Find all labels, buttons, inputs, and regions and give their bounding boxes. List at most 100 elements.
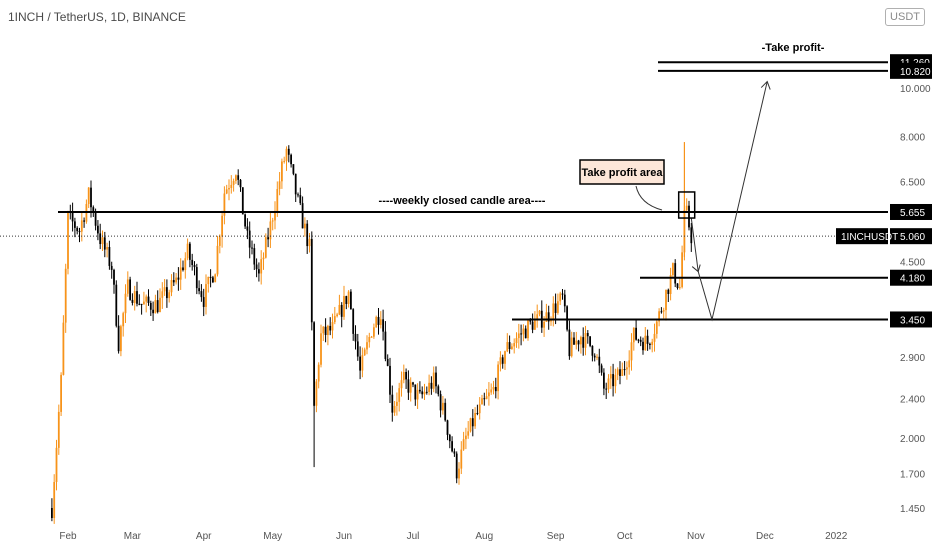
symbol-tag-bg bbox=[836, 228, 888, 245]
candle-body bbox=[136, 291, 138, 304]
candle-body bbox=[207, 276, 210, 285]
candle-body bbox=[435, 372, 437, 387]
candle-body bbox=[76, 227, 79, 232]
candle-body bbox=[554, 303, 557, 313]
candle-body bbox=[398, 388, 401, 402]
candle-body bbox=[62, 322, 65, 375]
candle-body bbox=[359, 356, 361, 371]
candle-body bbox=[271, 220, 274, 222]
candle-body bbox=[501, 357, 504, 364]
candle-body bbox=[195, 267, 198, 289]
candle-body bbox=[416, 389, 419, 400]
candle-body bbox=[685, 205, 688, 211]
candle-body bbox=[313, 322, 315, 406]
candle-body bbox=[152, 309, 154, 314]
candle-body bbox=[191, 259, 194, 266]
candle-body bbox=[396, 401, 398, 406]
y-tick-label: 10.000 bbox=[900, 84, 931, 95]
candle-body bbox=[274, 211, 276, 221]
candle-body bbox=[264, 237, 267, 258]
candle-body bbox=[172, 280, 175, 283]
level-tag-text: 4.180 bbox=[900, 274, 925, 285]
candle-body bbox=[126, 279, 129, 294]
candle-body bbox=[467, 431, 470, 436]
candle-body bbox=[292, 164, 295, 174]
candle-body bbox=[356, 341, 359, 357]
candle-body bbox=[442, 402, 444, 411]
candle-body bbox=[67, 212, 69, 269]
candle-body bbox=[573, 337, 575, 345]
candle-body bbox=[621, 369, 624, 376]
candle-body bbox=[287, 148, 290, 155]
candle-body bbox=[352, 309, 355, 334]
candle-body bbox=[589, 336, 591, 346]
candle-body bbox=[161, 291, 164, 298]
candle-body bbox=[340, 304, 343, 317]
candle-body bbox=[147, 296, 150, 303]
candle-body bbox=[639, 339, 642, 342]
time-axis: Feb Mar Apr May Jun Jul Aug Sep Oct Nov Dec 2022 bbox=[59, 531, 847, 542]
currency-button[interactable]: USDT bbox=[885, 8, 925, 26]
candle-body bbox=[212, 277, 214, 283]
candle-body bbox=[377, 316, 380, 325]
x-tick-label: Feb bbox=[59, 531, 77, 542]
candle-body bbox=[60, 374, 62, 412]
candle-body bbox=[596, 356, 598, 358]
candle-body bbox=[570, 337, 573, 357]
candle-body bbox=[317, 364, 320, 382]
candle-body bbox=[308, 238, 311, 247]
candle-body bbox=[432, 372, 435, 389]
level-price-tag: 5.655 bbox=[890, 203, 932, 220]
candle-body bbox=[343, 296, 345, 317]
candle-body bbox=[389, 365, 391, 395]
candle-body bbox=[635, 327, 637, 340]
candle-body bbox=[412, 382, 414, 385]
candle-body bbox=[57, 411, 60, 448]
candle-body bbox=[149, 302, 152, 310]
candle-body bbox=[239, 179, 242, 188]
weekly-area-label: ----weekly closed candle area---- bbox=[379, 195, 546, 207]
candle-body bbox=[262, 257, 265, 260]
candle-body bbox=[78, 231, 81, 233]
candle-body bbox=[232, 180, 235, 185]
x-tick-label: Mar bbox=[124, 531, 142, 542]
candle-body bbox=[294, 173, 297, 195]
take-profit-box bbox=[677, 191, 696, 219]
take-profit-area-arrow bbox=[635, 185, 663, 211]
candle-body bbox=[230, 184, 233, 189]
candle-body bbox=[345, 296, 348, 304]
candle-body bbox=[90, 187, 92, 208]
candle-body bbox=[163, 287, 166, 292]
candle-body bbox=[660, 311, 663, 313]
candle-body bbox=[71, 212, 74, 222]
candle-body bbox=[547, 312, 550, 322]
candle-body bbox=[494, 386, 497, 392]
x-tick-label: Jun bbox=[336, 531, 352, 542]
candle-body bbox=[278, 181, 281, 190]
candle-body bbox=[182, 267, 184, 271]
candle-body bbox=[133, 291, 136, 303]
candle-body bbox=[368, 336, 371, 343]
candle-body bbox=[591, 345, 594, 356]
candle-body bbox=[92, 207, 95, 213]
candle-body bbox=[281, 161, 283, 182]
candle-body bbox=[531, 321, 534, 330]
candle-body bbox=[354, 333, 357, 342]
candle-body bbox=[632, 327, 635, 343]
candle-body bbox=[175, 277, 177, 283]
candle-body bbox=[557, 301, 559, 313]
candle-body bbox=[465, 435, 467, 440]
y-tick-label: 6.500 bbox=[900, 178, 925, 189]
candle-body bbox=[366, 342, 368, 350]
candle-body bbox=[430, 382, 433, 389]
candle-body bbox=[331, 322, 334, 331]
x-tick-label: Jul bbox=[407, 531, 420, 542]
y-tick-label: 2.000 bbox=[900, 434, 925, 445]
candle-body bbox=[469, 418, 472, 432]
candle-body bbox=[653, 333, 656, 342]
candle-body bbox=[623, 369, 626, 371]
level-price-tag: 4.180 bbox=[890, 269, 932, 286]
level-tag-bg bbox=[890, 62, 932, 79]
candle-body bbox=[361, 355, 364, 371]
candle-body bbox=[386, 358, 389, 366]
